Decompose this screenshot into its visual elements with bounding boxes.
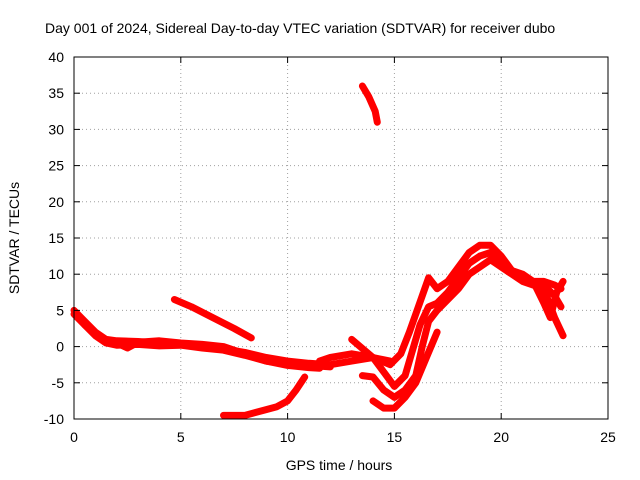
y-tick-label: 10 — [48, 266, 64, 282]
series-track-f — [220, 373, 309, 419]
x-tick-label: 15 — [387, 429, 403, 445]
y-tick-label: 25 — [48, 158, 64, 174]
series-track-e — [358, 82, 381, 126]
series-track-c — [81, 321, 324, 372]
y-tick-label: 20 — [48, 194, 64, 210]
series-track-j — [369, 328, 441, 412]
y-tick-label: -10 — [44, 411, 64, 427]
series-track-d — [170, 296, 255, 342]
chart-title: Day 001 of 2024, Sidereal Day-to-day VTE… — [45, 20, 555, 36]
x-axis-label: GPS time / hours — [286, 457, 393, 473]
y-tick-label: 15 — [48, 230, 64, 246]
y-axis-label: SDTVAR / TECUs — [6, 182, 22, 294]
series-track-k — [529, 277, 567, 322]
grid-lines — [74, 57, 608, 419]
x-tick-label: 10 — [280, 429, 296, 445]
y-tick-label: 0 — [56, 339, 64, 355]
x-tick-label: 0 — [70, 429, 78, 445]
y-tick-label: 30 — [48, 121, 64, 137]
x-tick-label: 20 — [493, 429, 509, 445]
y-tick-label: 40 — [48, 49, 64, 65]
y-tick-label: -5 — [52, 375, 65, 391]
axis-ticks: -10 -5 0 5 10 15 20 25 30 35 40 0 5 10 15 20 25 — [44, 49, 616, 445]
y-tick-label: 5 — [56, 302, 64, 318]
data-marks — [70, 82, 567, 419]
y-tick-label: 35 — [48, 85, 64, 101]
x-tick-label: 5 — [177, 429, 185, 445]
x-tick-label: 25 — [600, 429, 616, 445]
